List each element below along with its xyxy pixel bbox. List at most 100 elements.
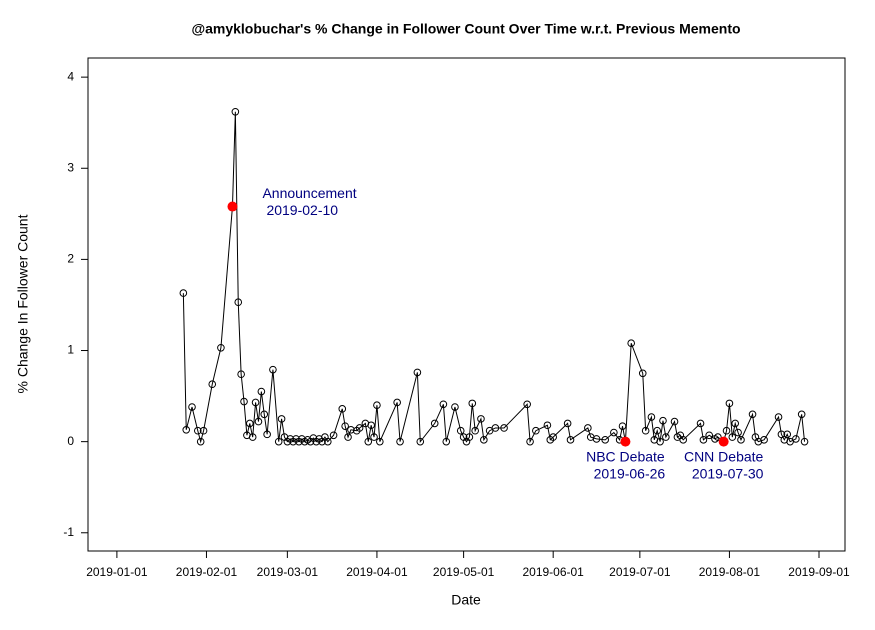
point — [566, 436, 575, 444]
point — [491, 424, 500, 432]
y-tick-label: 0 — [67, 434, 74, 448]
point — [618, 422, 627, 430]
point — [416, 437, 425, 446]
point — [800, 437, 809, 446]
y-tick-label: 1 — [67, 343, 74, 357]
point — [468, 399, 477, 408]
point — [641, 426, 650, 435]
point — [370, 433, 378, 441]
point — [231, 107, 240, 116]
point — [610, 428, 618, 437]
point — [523, 400, 531, 409]
point — [338, 405, 347, 413]
point — [696, 419, 705, 428]
point — [263, 430, 271, 439]
x-tick-label: 2019-04-01 — [346, 565, 408, 579]
point — [670, 417, 679, 426]
point — [471, 426, 479, 435]
x-axis-label: Date — [451, 592, 481, 608]
point — [240, 397, 248, 406]
point — [251, 398, 260, 407]
point — [748, 410, 757, 419]
point — [246, 419, 254, 428]
point — [341, 422, 349, 430]
chart-title: @amyklobuchar's % Change in Follower Cou… — [191, 21, 740, 37]
annotation-point — [227, 201, 238, 212]
point — [797, 410, 806, 419]
point — [199, 426, 208, 435]
x-tick-label: 2019-08-01 — [699, 565, 761, 579]
point — [532, 426, 540, 435]
point — [430, 419, 439, 428]
annotation-label: CNN Debate — [684, 448, 764, 464]
point — [364, 437, 373, 446]
point — [269, 365, 277, 374]
point — [179, 289, 188, 297]
point — [188, 403, 196, 411]
point — [480, 436, 488, 444]
point — [647, 413, 656, 421]
point — [329, 431, 338, 440]
point — [659, 416, 667, 425]
point — [705, 431, 714, 440]
point — [728, 433, 737, 441]
point — [601, 436, 609, 444]
point — [592, 435, 601, 443]
point — [774, 413, 783, 421]
point — [627, 339, 635, 348]
point — [526, 437, 534, 446]
point — [373, 401, 381, 409]
point — [500, 424, 508, 432]
point — [543, 421, 552, 430]
point — [367, 421, 375, 430]
annotation-point — [620, 436, 631, 447]
point — [714, 433, 722, 441]
y-tick-label: 3 — [67, 160, 74, 174]
point — [662, 433, 670, 441]
annotation-date: 2019-02-10 — [266, 202, 338, 218]
point — [549, 433, 557, 441]
point — [182, 426, 191, 434]
x-tick-label: 2019-03-01 — [257, 565, 319, 579]
point — [584, 424, 592, 432]
point — [208, 380, 217, 389]
point — [393, 398, 401, 407]
point — [413, 368, 422, 377]
annotation-point — [718, 436, 729, 447]
point — [274, 437, 283, 446]
point — [653, 426, 661, 435]
point — [347, 426, 355, 434]
point — [792, 435, 800, 443]
x-tick-label: 2019-02-01 — [176, 565, 238, 579]
point — [638, 369, 647, 378]
annotation-date: 2019-06-26 — [594, 465, 666, 481]
point — [237, 370, 245, 379]
y-tick-label: 4 — [67, 69, 74, 83]
point — [234, 298, 243, 307]
x-tick-label: 2019-07-01 — [609, 565, 671, 579]
point — [477, 415, 485, 423]
point — [679, 436, 687, 444]
point — [344, 433, 352, 441]
point — [760, 436, 768, 444]
point — [656, 437, 664, 446]
point — [451, 403, 459, 411]
point — [193, 426, 202, 435]
point — [439, 400, 448, 409]
point — [277, 415, 286, 423]
x-tick-label: 2019-01-01 — [86, 565, 148, 579]
x-tick-label: 2019-05-01 — [433, 565, 495, 579]
point — [248, 433, 257, 441]
point — [260, 410, 269, 419]
annotation-label: Announcement — [262, 185, 356, 201]
point — [324, 437, 332, 446]
x-tick-label: 2019-09-01 — [788, 565, 850, 579]
point — [254, 417, 263, 426]
point — [725, 399, 734, 408]
y-tick-label: -1 — [63, 525, 74, 539]
point — [376, 437, 384, 446]
point — [737, 436, 745, 444]
point — [465, 433, 474, 441]
x-tick-label: 2019-06-01 — [522, 565, 584, 579]
